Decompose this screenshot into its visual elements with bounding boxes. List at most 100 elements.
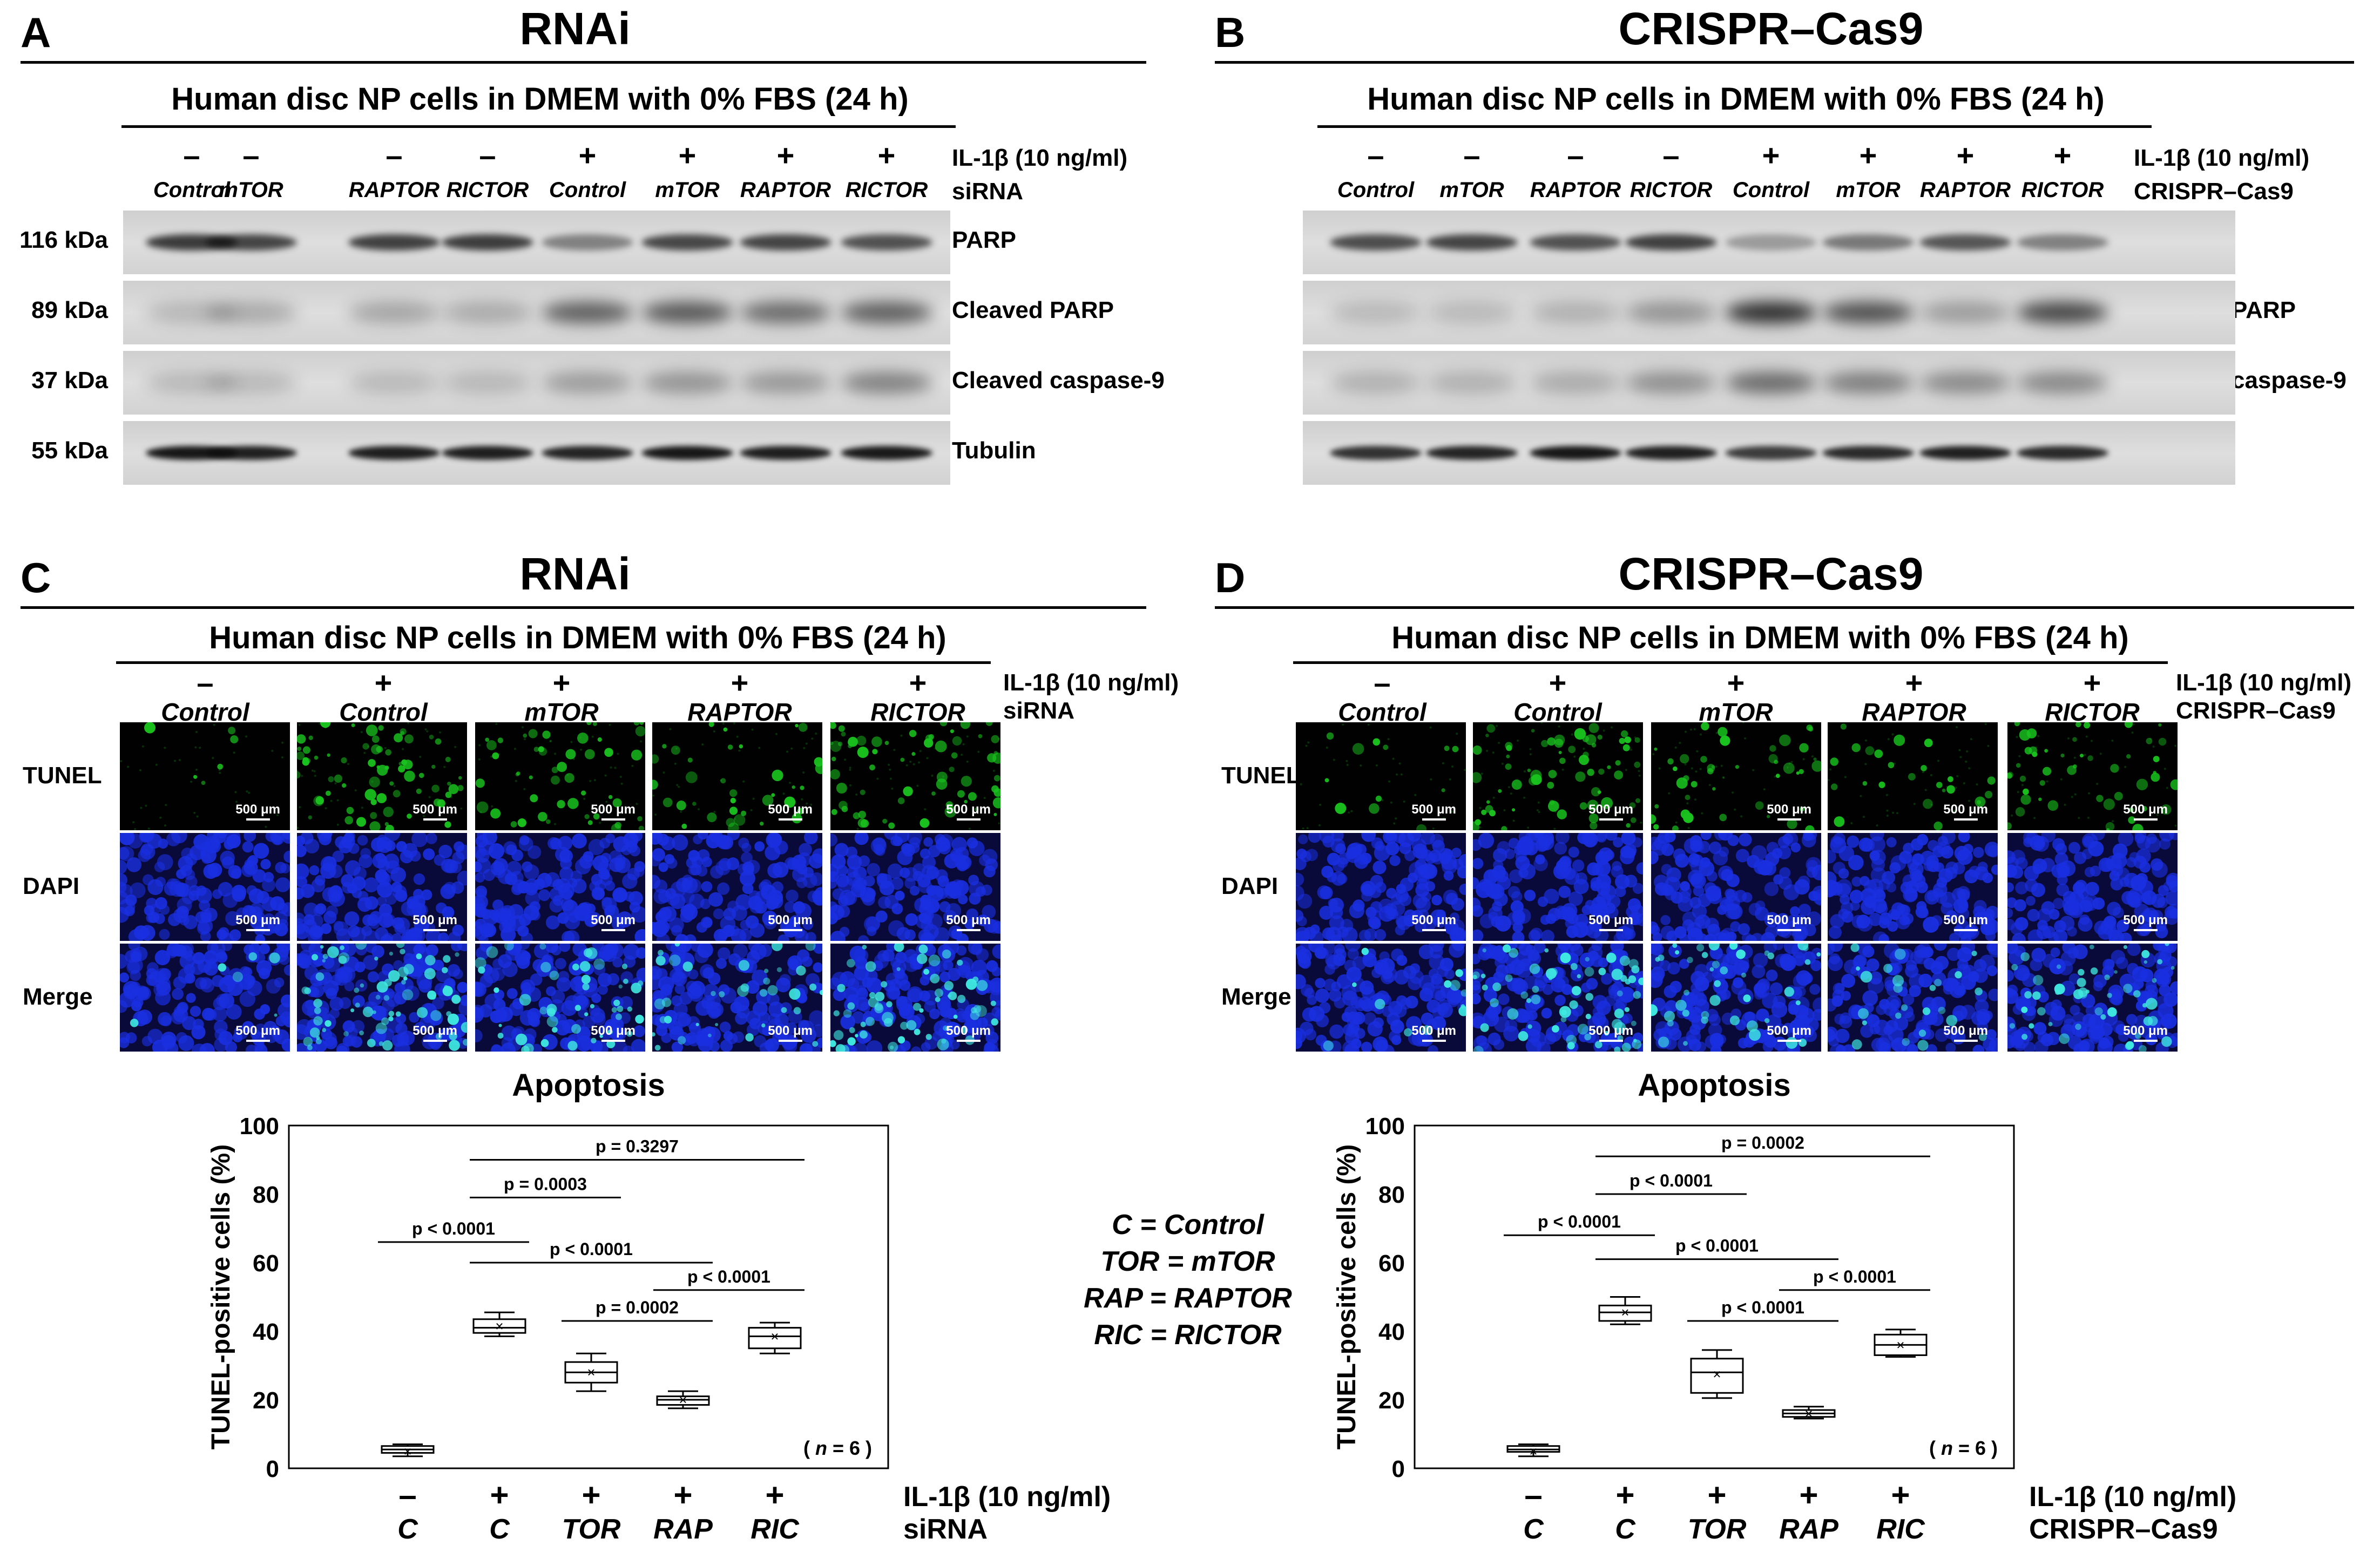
mean-marker: × [770, 1328, 779, 1345]
p-value-label: p < 0.0001 [550, 1239, 633, 1259]
blot-band [1330, 302, 1422, 323]
panel-a-il1b-label: IL-1β (10 ng/ml) [952, 145, 1128, 171]
lane-sign: – [1463, 138, 1480, 172]
tunel-micrograph: 500 μm [830, 722, 1000, 830]
group-sign: + [374, 666, 393, 700]
p-value-label: p = 0.0002 [1721, 1133, 1804, 1153]
lane-sign: – [386, 138, 403, 172]
blot-band [1426, 234, 1518, 250]
scale-bar-label: 500 μm [1943, 1023, 1988, 1038]
group-sign: + [909, 666, 927, 700]
blot-band [641, 446, 733, 460]
scale-bar: 500 μm [946, 1023, 991, 1042]
group-sign: – [1374, 666, 1391, 700]
scale-bar: 500 μm [1411, 802, 1456, 821]
blot-band [205, 302, 297, 323]
dapi-cells [830, 833, 1000, 941]
protein-label: Cleaved caspase-9 [952, 367, 1165, 394]
blot-band [740, 234, 831, 250]
stain-label: Merge [1221, 984, 1292, 1010]
merge-micrograph: 500 μm [475, 944, 645, 1052]
molecular-weight-label: 89 kDa [31, 297, 108, 323]
panel-b-treatment-label: CRISPR–Cas9 [2134, 178, 2294, 205]
blot-band [641, 372, 733, 394]
mean-marker: × [1804, 1405, 1813, 1421]
blot-band [1330, 234, 1422, 250]
blot-band [740, 446, 831, 460]
panel-a-treatment-label: siRNA [952, 178, 1024, 205]
mean-marker: × [1713, 1366, 1721, 1382]
scale-bar-line [246, 929, 270, 931]
sample-size-value: = 6 ) [1953, 1437, 1998, 1459]
group-sign: + [731, 666, 749, 700]
mean-marker: × [1896, 1337, 1904, 1353]
scale-bar: 500 μm [591, 1023, 635, 1042]
panel-a-letter: A [21, 9, 51, 56]
blot-band [542, 446, 633, 460]
blot-band [2017, 234, 2108, 250]
plot-frame [1414, 1124, 2015, 1469]
lane-label: RAPTOR [1919, 178, 2011, 202]
lane-sign: + [578, 138, 597, 172]
tunel-cells [1473, 722, 1642, 830]
blot-band [1530, 446, 1621, 460]
lane-sign: – [1662, 138, 1680, 172]
blot-strip [1303, 421, 2235, 485]
group-label: Control [161, 698, 249, 726]
scale-bar: 500 μm [1767, 1023, 1811, 1042]
tunel-cells [830, 722, 1000, 830]
scale-bar-line [2133, 929, 2158, 931]
scale-bar-line [1953, 929, 1978, 931]
x-group-sign: – [1524, 1477, 1542, 1513]
y-tick-label: 20 [253, 1387, 279, 1414]
panel-b-letter: B [1215, 9, 1246, 56]
dapi-cells [2007, 833, 2178, 941]
lane-sign: – [183, 138, 200, 172]
group-sign: + [1905, 666, 1923, 700]
scale-bar: 500 μm [2123, 1023, 2168, 1042]
group-sign: – [197, 666, 214, 700]
scale-bar-label: 500 μm [591, 1023, 635, 1038]
box [1598, 1304, 1652, 1322]
merge-micrograph: 500 μm [297, 944, 467, 1052]
scale-bar-line [423, 929, 447, 931]
blot-band [1530, 234, 1621, 250]
p-value-label: p < 0.0001 [1630, 1171, 1713, 1190]
blot-band [1426, 372, 1518, 394]
tunel-cells [475, 722, 645, 830]
blot-band [1725, 372, 1817, 394]
panel-d-condition-rule [1293, 661, 2168, 664]
scale-bar-label: 500 μm [235, 802, 280, 817]
y-tick-label: 60 [253, 1250, 279, 1277]
panel-d-il1b-label: IL-1β (10 ng/ml) [2176, 669, 2352, 696]
x-category-label: C [397, 1514, 418, 1545]
molecular-weight-label: 37 kDa [31, 367, 108, 394]
x-category-label: RIC [1876, 1514, 1925, 1545]
blot-band [1822, 446, 1914, 460]
scale-bar: 500 μm [235, 802, 280, 821]
box [1690, 1358, 1744, 1394]
y-tick-label: 80 [1378, 1182, 1405, 1208]
scale-bar-line [1422, 818, 1446, 821]
dapi-micrograph: 500 μm [830, 833, 1000, 941]
legend-item: RAP = RAPTOR [1084, 1283, 1292, 1314]
scale-bar-line [1599, 929, 1623, 931]
blot-band [348, 372, 440, 394]
lane-sign: + [678, 138, 697, 172]
lane-label: Control [549, 178, 626, 202]
scale-bar-label: 500 μm [1588, 913, 1633, 927]
sample-size-n: n [815, 1437, 827, 1459]
blot-band [1725, 302, 1817, 323]
blot-band [740, 302, 831, 323]
blot-band [2017, 446, 2108, 460]
panel-a-blots: 116 kDa PARP 89 kDa Cleaved PARP 37 kDa Cleav… [0, 211, 1177, 486]
dapi-cells [652, 833, 822, 941]
scale-bar-label: 500 μm [1767, 913, 1811, 927]
dapi-cells [1828, 833, 1998, 941]
scale-bar-line [601, 818, 625, 821]
panel-d-lane-row: Control Control mTOR RAPTOR RICTOR [1293, 697, 2179, 730]
scale-bar: 500 μm [768, 913, 813, 931]
lane-label: mTOR [1836, 178, 1901, 202]
tunel-micrograph: 500 μm [1828, 722, 1998, 830]
